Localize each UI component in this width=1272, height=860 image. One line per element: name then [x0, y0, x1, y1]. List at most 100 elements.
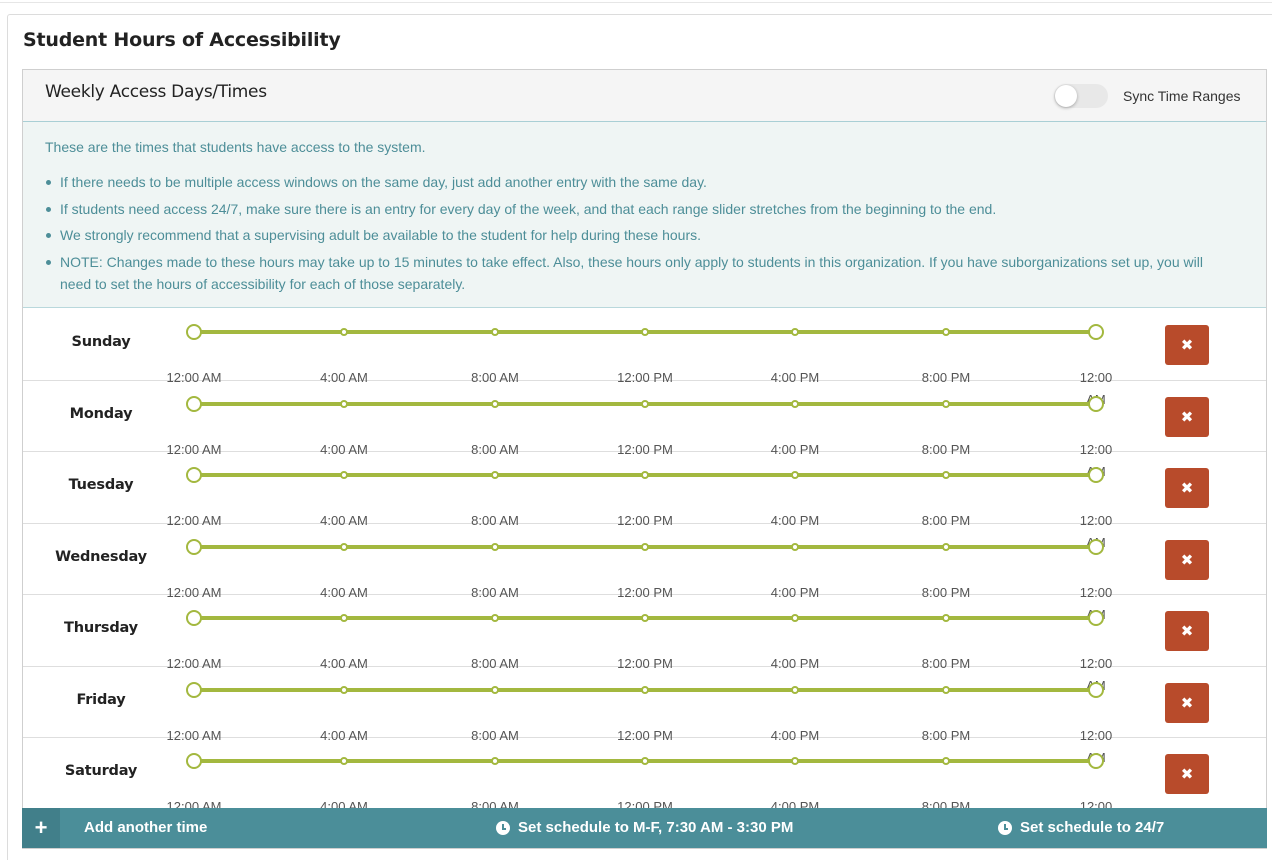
times-icon: ✖ [1180, 765, 1194, 783]
day-row: Saturday 12:00 AM 4:00 AM 8:00 AM 12:00 PM 4:… [23, 738, 1266, 836]
add-another-time-button[interactable]: Add another time [84, 819, 208, 836]
time-range-slider[interactable]: 12:00 AM 4:00 AM 8:00 AM 12:00 PM 4:00 PM 8:0… [167, 395, 1112, 479]
tick-label: 8:00 PM [921, 656, 971, 671]
tick-label: 12:00 AM [166, 727, 222, 743]
tick-label: 12:00 PM [617, 513, 673, 528]
delete-entry-button[interactable]: ✖ [1165, 539, 1209, 580]
info-bullet: If students need access 24/7, make sure … [45, 198, 1235, 220]
tick-mark [641, 471, 649, 479]
delete-entry-button[interactable]: ✖ [1165, 325, 1209, 365]
tick-label: 12:00 PM [617, 656, 673, 671]
tick-mark [491, 542, 499, 551]
time-range-slider[interactable]: 12:00 AM 4:00 AM 8:00 AM 12:00 PM 4:00 PM 8:0… [167, 610, 1112, 693]
tick-mark [791, 685, 799, 694]
times-icon: ✖ [1180, 550, 1194, 569]
range-end-handle[interactable] [1088, 324, 1104, 340]
tick-label: 4:00 PM [770, 370, 820, 385]
range-start-handle[interactable] [186, 538, 202, 555]
tick-mark [491, 399, 499, 408]
tick-mark [641, 328, 649, 336]
tick-mark [641, 399, 649, 408]
tick-mark [942, 471, 950, 479]
tick-mark [791, 328, 799, 336]
tick-mark [641, 542, 649, 551]
time-range-slider[interactable]: 12:00 AM 4:00 AM 8:00 AM 12:00 PM 4:00 PM 8:0… [167, 538, 1112, 622]
day-row: Friday 12:00 AM 4:00 AM 8:00 AM 12:00 PM 4:00… [23, 667, 1266, 765]
tick-mark [340, 685, 348, 694]
day-label: Saturday [64, 763, 138, 779]
day-label: Wednesday [55, 548, 147, 565]
clock-icon [998, 820, 1012, 835]
day-row: Thursday 12:00 AM 4:00 AM 8:00 AM 12:00 PM 4:… [23, 595, 1266, 693]
tick-label: 12:00 PM [617, 441, 673, 457]
set-schedule-247-button[interactable]: Set schedule to 24/7 [998, 819, 1164, 836]
tick-mark [340, 328, 348, 336]
tick-label: 8:00 PM [921, 441, 971, 457]
tick-mark [791, 399, 799, 408]
time-range-slider[interactable]: 12:00 AM 4:00 AM 8:00 AM 12:00 PM 4:00 PM 8:0… [167, 681, 1112, 765]
tick-label: 8:00 AM [471, 727, 519, 743]
info-bullet: If there needs to be multiple access win… [45, 171, 1235, 193]
range-end-handle[interactable] [1088, 538, 1104, 555]
info-bullet: We strongly recommend that a supervising… [45, 224, 1235, 246]
tick-label: 4:00 AM [320, 584, 368, 600]
range-start-handle[interactable] [186, 610, 202, 626]
delete-entry-button[interactable]: ✖ [1165, 468, 1209, 508]
set-schedule-247-label: Set schedule to 24/7 [1020, 819, 1165, 836]
sync-time-ranges-toggle[interactable] [1054, 84, 1108, 108]
day-label: Friday [76, 691, 126, 708]
tick-label: 4:00 AM [320, 441, 368, 457]
delete-entry-button[interactable]: ✖ [1165, 611, 1209, 651]
range-start-handle[interactable] [186, 681, 202, 698]
tick-label: 8:00 PM [921, 513, 971, 528]
times-icon: ✖ [1180, 479, 1194, 497]
day-row: Wednesday 12:00 AM 4:00 AM 8:00 AM 12:00 PM 4… [23, 524, 1266, 622]
range-end-handle[interactable] [1088, 610, 1104, 626]
range-end-handle[interactable] [1088, 467, 1104, 483]
delete-entry-button[interactable]: ✖ [1165, 396, 1209, 437]
time-range-slider[interactable]: 12:00 AM 4:00 AM 8:00 AM 12:00 PM 4:00 PM 8:0… [167, 324, 1112, 407]
time-range-slider[interactable]: 12:00 AM 4:00 AM 8:00 AM 12:00 PM 4:00 PM 8:0… [167, 467, 1112, 550]
info-list: If there needs to be multiple access win… [45, 171, 1235, 299]
tick-label: 4:00 AM [320, 656, 368, 671]
tick-mark [340, 542, 348, 551]
tick-mark [791, 614, 799, 622]
plus-icon[interactable]: + [22, 808, 60, 848]
day-rows: Sunday 12:00 AM 4:00 AM 8:00 AM 12:00 PM 4:00… [23, 309, 1266, 836]
tick-label: 4:00 AM [320, 370, 368, 385]
tick-label: 12:00 AM [166, 513, 222, 528]
tick-mark [340, 399, 348, 408]
panel-title: Weekly Access Days/Times [45, 82, 267, 102]
tick-label: 12:00 AM [166, 656, 222, 671]
range-start-handle[interactable] [186, 324, 202, 340]
tick-mark [942, 757, 950, 765]
tick-label: 8:00 AM [471, 441, 519, 457]
set-schedule-mf-button[interactable]: Set schedule to M-F, 7:30 AM - 3:30 PM [496, 819, 793, 836]
panel-header: Weekly Access Days/Times Sync Time Range… [23, 70, 1266, 122]
tick-label: 4:00 PM [770, 656, 820, 671]
delete-entry-button[interactable]: ✖ [1165, 754, 1209, 794]
range-end-handle[interactable] [1088, 753, 1104, 769]
day-label: Tuesday [68, 477, 134, 493]
tick-mark [491, 685, 499, 694]
range-start-handle[interactable] [186, 395, 202, 412]
tick-label: 12:00 PM [617, 584, 673, 600]
delete-entry-button[interactable]: ✖ [1165, 682, 1209, 723]
tick-label: 8:00 AM [471, 584, 519, 600]
tick-mark [340, 757, 348, 765]
tick-mark [942, 542, 950, 551]
range-start-handle[interactable] [186, 753, 202, 769]
tick-mark [791, 542, 799, 551]
tick-label: 4:00 PM [770, 584, 820, 600]
tick-mark [340, 614, 348, 622]
range-end-handle[interactable] [1088, 681, 1104, 698]
tick-label: 8:00 PM [921, 727, 971, 743]
times-icon: ✖ [1180, 336, 1194, 354]
time-range-slider[interactable]: 12:00 AM 4:00 AM 8:00 AM 12:00 PM 4:00 PM 8:0… [167, 753, 1112, 836]
range-start-handle[interactable] [186, 467, 202, 483]
day-label: Thursday [64, 620, 138, 636]
range-end-handle[interactable] [1088, 395, 1104, 412]
tick-label: 4:00 PM [770, 727, 820, 743]
times-icon: ✖ [1180, 693, 1194, 712]
tick-label: 12:00 AM [166, 584, 222, 600]
